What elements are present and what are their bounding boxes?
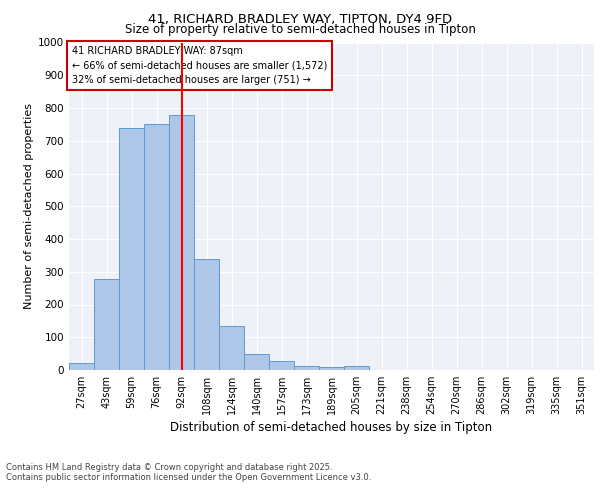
Text: Contains public sector information licensed under the Open Government Licence v3: Contains public sector information licen… <box>6 472 371 482</box>
Bar <box>144 124 169 370</box>
X-axis label: Distribution of semi-detached houses by size in Tipton: Distribution of semi-detached houses by … <box>170 421 493 434</box>
Bar <box>244 354 269 370</box>
Bar <box>269 361 294 370</box>
Text: Size of property relative to semi-detached houses in Tipton: Size of property relative to semi-detach… <box>125 24 475 36</box>
Bar <box>119 128 144 370</box>
Text: Contains HM Land Registry data © Crown copyright and database right 2025.: Contains HM Land Registry data © Crown c… <box>6 462 332 471</box>
Bar <box>344 366 369 370</box>
Text: 41, RICHARD BRADLEY WAY, TIPTON, DY4 9FD: 41, RICHARD BRADLEY WAY, TIPTON, DY4 9FD <box>148 12 452 26</box>
Bar <box>294 366 319 370</box>
Bar <box>194 258 219 370</box>
Bar <box>94 279 119 370</box>
Bar <box>319 368 344 370</box>
Bar <box>169 114 194 370</box>
Bar <box>219 326 244 370</box>
Y-axis label: Number of semi-detached properties: Number of semi-detached properties <box>24 104 34 309</box>
Text: 41 RICHARD BRADLEY WAY: 87sqm
← 66% of semi-detached houses are smaller (1,572)
: 41 RICHARD BRADLEY WAY: 87sqm ← 66% of s… <box>71 46 327 86</box>
Bar <box>69 363 94 370</box>
